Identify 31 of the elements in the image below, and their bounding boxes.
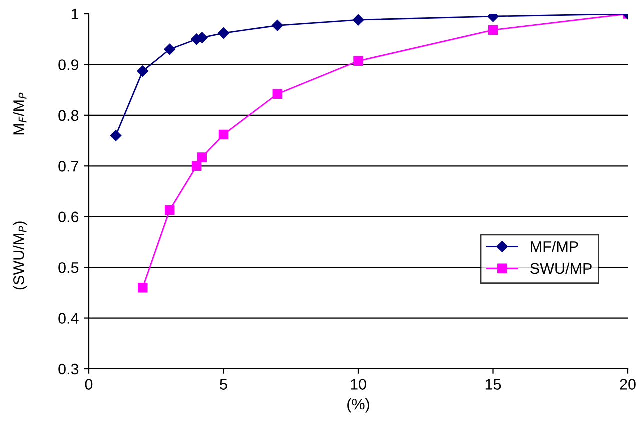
y-tick-label: 0.4 <box>58 313 79 324</box>
point <box>192 161 202 172</box>
x-tick-label: 5 <box>220 379 228 390</box>
point <box>352 14 364 26</box>
x-tick-label: 20 <box>620 379 636 390</box>
point <box>197 152 208 162</box>
point <box>218 130 229 140</box>
y-tick-label: 0.5 <box>58 262 79 274</box>
y-tick-label: 0.3 <box>58 364 79 375</box>
point <box>164 44 176 56</box>
point <box>164 205 175 216</box>
point <box>137 66 149 77</box>
point <box>110 130 122 142</box>
point <box>272 20 284 32</box>
point <box>488 25 498 36</box>
x-tick-label: 15 <box>486 379 502 390</box>
point <box>218 28 230 39</box>
point <box>272 89 283 99</box>
y-tick-label: 0.7 <box>58 161 79 172</box>
x-tick-label: 10 <box>351 379 366 390</box>
y-tick-label: 1 <box>72 9 79 20</box>
y-axis-title: (SWU/M$_{P}$) M$_{F}$/M$_{P}$ <box>13 92 28 290</box>
point <box>354 56 364 66</box>
y-tick-label: 0.6 <box>58 212 79 223</box>
legend-label: SWU/MP <box>530 262 592 274</box>
point <box>138 282 148 293</box>
y-tick-label: 0.8 <box>58 110 79 122</box>
legend-label: MF/MP <box>531 241 578 252</box>
y-tick-label: 0.9 <box>58 60 79 70</box>
x-axis-title: (%) <box>348 398 370 413</box>
x-tick-label: 0 <box>85 379 93 390</box>
